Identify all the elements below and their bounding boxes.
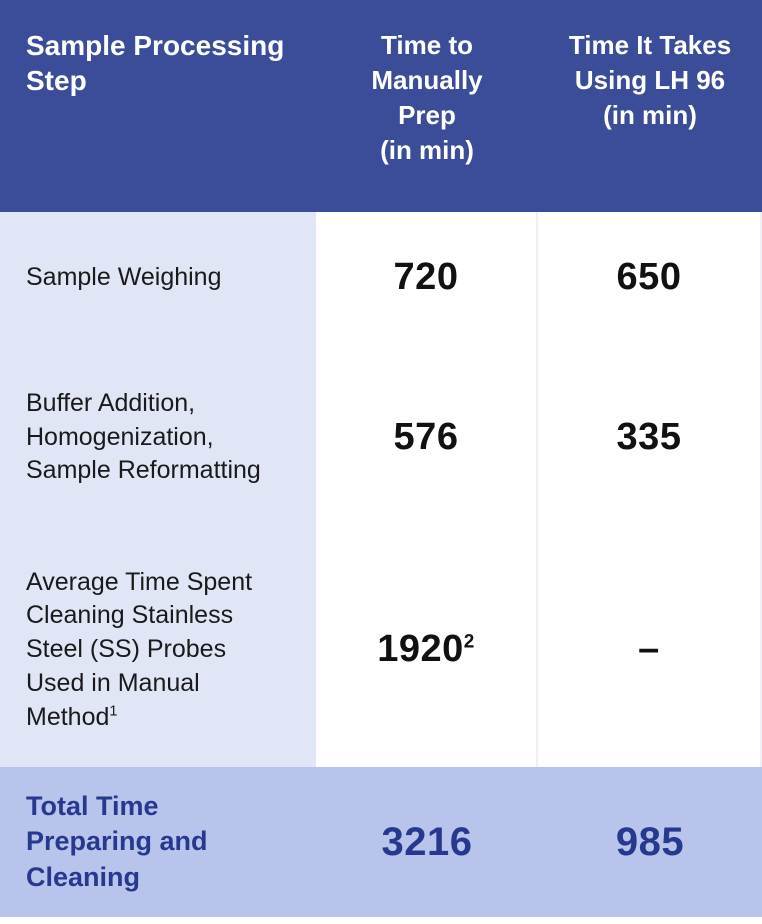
total-lh96-cell: 985	[538, 767, 762, 916]
total-label: Total Time Preparing and Cleaning	[26, 789, 290, 894]
table-row: Average Time Spent Cleaning Stainless St…	[0, 532, 762, 767]
total-label-cell: Total Time Preparing and Cleaning	[0, 767, 316, 916]
step-cell: Sample Weighing	[0, 212, 316, 342]
table-header-row: Sample Processing Step Time to Manually …	[0, 0, 762, 212]
lh96-cell: 335	[538, 342, 762, 532]
footnote-ref-1: 1	[109, 703, 117, 719]
manual-cell: 19202	[316, 532, 538, 767]
col-header-step: Sample Processing Step	[0, 0, 316, 212]
step-label: Sample Weighing	[26, 261, 221, 295]
col-header-lh96: Time It Takes Using LH 96 (in min)	[538, 0, 762, 212]
lh96-value: 335	[617, 416, 682, 459]
col-header-lh96-label: Time It Takes Using LH 96 (in min)	[564, 28, 736, 133]
step-label: Buffer Addition, Homogenization, Sample …	[26, 387, 290, 488]
table-row: Buffer Addition, Homogenization, Sample …	[0, 342, 762, 532]
footnote-ref-2: 2	[464, 632, 475, 653]
manual-cell: 720	[316, 212, 538, 342]
table-row: Sample Weighing 720 650	[0, 212, 762, 342]
col-header-manual-label: Time to Manually Prep (in min)	[342, 28, 512, 168]
total-lh96-value: 985	[616, 820, 684, 865]
total-manual-value: 3216	[382, 820, 473, 865]
step-cell: Buffer Addition, Homogenization, Sample …	[0, 342, 316, 532]
manual-cell: 576	[316, 342, 538, 532]
manual-value: 19202	[377, 628, 475, 671]
col-header-manual: Time to Manually Prep (in min)	[316, 0, 538, 212]
manual-value: 576	[394, 416, 459, 459]
lh96-value: 650	[617, 256, 682, 299]
lh96-cell: –	[538, 532, 762, 767]
manual-value: 720	[394, 256, 459, 299]
col-header-step-label: Sample Processing Step	[26, 28, 290, 98]
lh96-value: –	[638, 628, 660, 671]
step-label: Average Time Spent Cleaning Stainless St…	[26, 566, 290, 735]
step-cell: Average Time Spent Cleaning Stainless St…	[0, 532, 316, 767]
table-total-row: Total Time Preparing and Cleaning 3216 9…	[0, 767, 762, 916]
total-manual-cell: 3216	[316, 767, 538, 916]
comparison-table: Sample Processing Step Time to Manually …	[0, 0, 762, 917]
lh96-cell: 650	[538, 212, 762, 342]
